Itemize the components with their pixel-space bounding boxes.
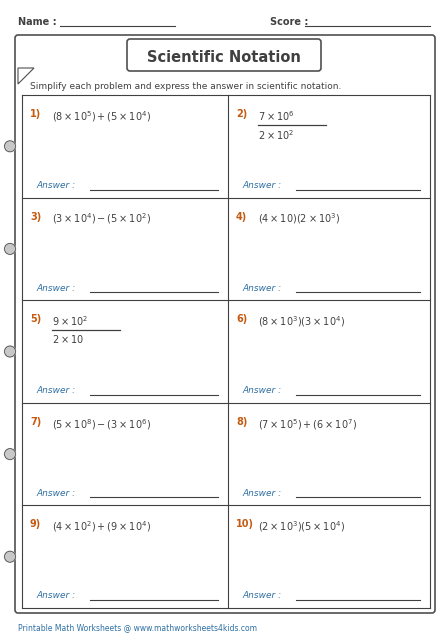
Text: 7): 7) bbox=[30, 417, 41, 427]
Text: 3): 3) bbox=[30, 212, 41, 222]
Text: 1): 1) bbox=[30, 109, 41, 119]
Text: $(7 \times 10^{5}) + (6 \times 10^{7})$: $(7 \times 10^{5}) + (6 \times 10^{7})$ bbox=[258, 417, 357, 431]
Text: 6): 6) bbox=[236, 314, 247, 324]
Text: Answer :: Answer : bbox=[36, 387, 75, 396]
Text: 10): 10) bbox=[236, 520, 254, 529]
Text: Name :: Name : bbox=[18, 17, 56, 27]
Circle shape bbox=[4, 551, 16, 562]
Circle shape bbox=[4, 243, 16, 254]
Text: $2 \times 10^{2}$: $2 \times 10^{2}$ bbox=[258, 128, 294, 142]
Text: Answer :: Answer : bbox=[242, 387, 281, 396]
Text: Answer :: Answer : bbox=[242, 284, 281, 293]
Text: Answer :: Answer : bbox=[36, 284, 75, 293]
Text: Answer :: Answer : bbox=[36, 181, 75, 190]
Text: $(8 \times 10^{3}) (3 \times 10^{4})$: $(8 \times 10^{3}) (3 \times 10^{4})$ bbox=[258, 314, 345, 329]
Text: 8): 8) bbox=[236, 417, 247, 427]
Text: 5): 5) bbox=[30, 314, 41, 324]
Text: $2 \times 10$: $2 \times 10$ bbox=[52, 333, 84, 345]
Text: Answer :: Answer : bbox=[242, 592, 281, 601]
Text: $(4 \times 10^{2}) + (9 \times 10^{4})$: $(4 \times 10^{2}) + (9 \times 10^{4})$ bbox=[52, 520, 151, 534]
Text: 2): 2) bbox=[236, 109, 247, 119]
Circle shape bbox=[4, 346, 16, 357]
Text: Score :: Score : bbox=[270, 17, 308, 27]
Text: Answer :: Answer : bbox=[242, 489, 281, 498]
FancyBboxPatch shape bbox=[15, 35, 435, 613]
Polygon shape bbox=[18, 68, 34, 84]
Text: Answer :: Answer : bbox=[36, 489, 75, 498]
Text: $7 \times 10^{6}$: $7 \times 10^{6}$ bbox=[258, 109, 295, 123]
Text: $(2 \times 10^{3}) (5 \times 10^{4})$: $(2 \times 10^{3}) (5 \times 10^{4})$ bbox=[258, 520, 345, 534]
Text: $(4 \times 10) (2 \times 10^{3})$: $(4 \times 10) (2 \times 10^{3})$ bbox=[258, 212, 340, 226]
Text: $(8 \times 10^{5}) + (5 \times 10^{4})$: $(8 \times 10^{5}) + (5 \times 10^{4})$ bbox=[52, 109, 151, 124]
Text: 4): 4) bbox=[236, 212, 247, 222]
FancyBboxPatch shape bbox=[127, 39, 321, 71]
Text: $9 \times 10^{2}$: $9 \times 10^{2}$ bbox=[52, 314, 88, 328]
Circle shape bbox=[4, 141, 16, 152]
Circle shape bbox=[4, 449, 16, 459]
Text: Scientific Notation: Scientific Notation bbox=[147, 49, 301, 65]
Text: Answer :: Answer : bbox=[242, 181, 281, 190]
Text: Answer :: Answer : bbox=[36, 592, 75, 601]
Text: Printable Math Worksheets @ www.mathworksheets4kids.com: Printable Math Worksheets @ www.mathwork… bbox=[18, 624, 257, 633]
Text: 9): 9) bbox=[30, 520, 41, 529]
Text: Simplify each problem and express the answer in scientific notation.: Simplify each problem and express the an… bbox=[30, 82, 341, 91]
Text: $(3 \times 10^{4}) - (5 \times 10^{2})$: $(3 \times 10^{4}) - (5 \times 10^{2})$ bbox=[52, 212, 151, 226]
Text: $(5 \times 10^{8}) - (3 \times 10^{6})$: $(5 \times 10^{8}) - (3 \times 10^{6})$ bbox=[52, 417, 151, 431]
